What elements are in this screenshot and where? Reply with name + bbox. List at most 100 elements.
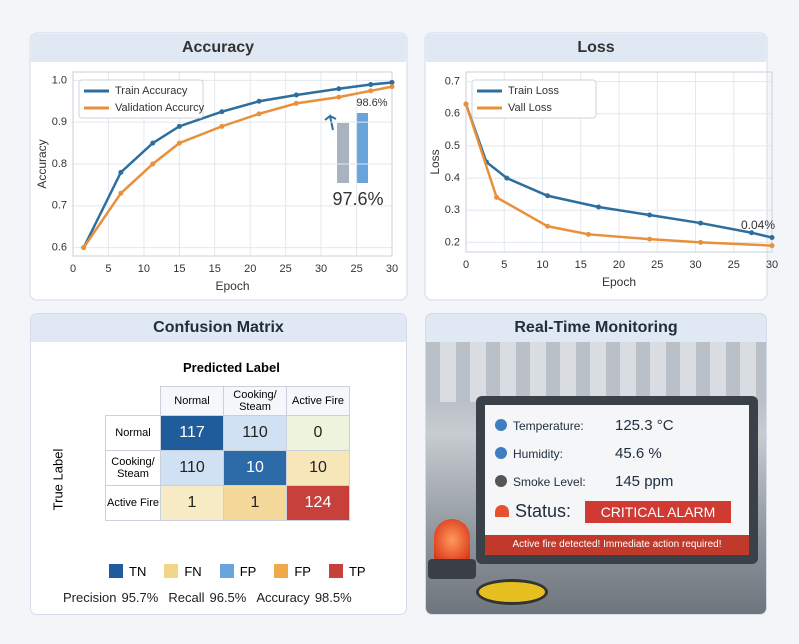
point xyxy=(596,205,601,210)
point xyxy=(118,170,123,175)
y-tick-label: 0.5 xyxy=(445,140,460,152)
y-tick-label: 0.6 xyxy=(52,242,67,254)
legend-label: Validation Accurcy xyxy=(115,102,205,114)
y-tick-label: 0.7 xyxy=(52,200,67,212)
beacon-base xyxy=(428,559,476,579)
column-header: Cooking/ Steam xyxy=(224,387,287,416)
reading-label: Humidity: xyxy=(513,447,563,461)
point xyxy=(698,221,703,226)
metric-label: Accuracy xyxy=(256,590,309,605)
x-tick-label: 20 xyxy=(613,259,625,271)
reading: Humidity:45.6 % xyxy=(513,447,563,461)
x-tick-label: 25 xyxy=(280,263,292,275)
annotation: 98.6% xyxy=(356,97,387,109)
panel-title: Confusion Matrix xyxy=(31,314,406,342)
icon xyxy=(495,419,507,431)
x-tick-label: 25 xyxy=(728,259,740,271)
cell: 110 xyxy=(224,416,287,451)
x-tick-label: 30 xyxy=(315,263,327,275)
dashboard: Accuracy0.60.70.80.91.005101515202530253… xyxy=(0,0,799,644)
point xyxy=(770,235,775,240)
monitor: Temperature:125.3 °C Humidity:45.6 % Smo… xyxy=(476,396,758,564)
corner xyxy=(106,387,161,416)
point xyxy=(257,99,262,104)
y-label: True Label xyxy=(50,449,65,511)
point xyxy=(257,111,262,116)
reading-label: Temperature: xyxy=(513,419,584,433)
x-tick-label: 5 xyxy=(105,263,111,275)
x-tick-label: 0 xyxy=(70,263,76,275)
point xyxy=(545,193,550,198)
y-tick-label: 0.4 xyxy=(445,172,460,184)
cell: 110 xyxy=(161,451,224,486)
point xyxy=(368,82,373,87)
point xyxy=(586,232,591,237)
cell: 117 xyxy=(161,416,224,451)
x-axis-label: Epoch xyxy=(602,275,636,289)
x-axis-label: Epoch xyxy=(215,279,249,293)
y-axis-label: Loss xyxy=(428,149,442,174)
reading-value: 125.3 °C xyxy=(615,417,674,434)
icon xyxy=(495,447,507,459)
matrix-row: Active Fire11124 xyxy=(106,486,350,521)
legend-swatch xyxy=(109,564,123,578)
point xyxy=(504,176,509,181)
point xyxy=(698,240,703,245)
legend-swatch xyxy=(164,564,178,578)
point xyxy=(150,141,155,146)
metric-value: 98.5% xyxy=(315,590,352,605)
reading-value: 45.6 % xyxy=(615,445,662,462)
point xyxy=(81,245,86,250)
cell: 10 xyxy=(224,451,287,486)
cell: 0 xyxy=(287,416,350,451)
point xyxy=(177,124,182,129)
x-tick-label: 30 xyxy=(386,263,398,275)
monitoring-panel: Real-Time Monitoring Temperature: 125.3 °… xyxy=(425,313,767,615)
row-header: Cooking/ Steam xyxy=(106,451,161,486)
metric: Recall96.5% xyxy=(168,590,246,605)
y-tick-label: 0.6 xyxy=(445,108,460,120)
legend-label: FN xyxy=(184,564,201,579)
x-tick-label: 10 xyxy=(138,263,150,275)
panel-title: Real-Time Monitoring xyxy=(426,314,766,342)
point xyxy=(464,102,469,107)
matrix-row: Normal1171100 xyxy=(106,416,350,451)
metric: Precision95.7% xyxy=(63,590,158,605)
legend-item: FP xyxy=(274,564,311,579)
metric-label: Precision xyxy=(63,590,116,605)
metrics: Precision95.7% Recall96.5% Accuracy 98.5% xyxy=(63,590,352,605)
status-text: Status: xyxy=(515,501,571,521)
legend-label: TP xyxy=(349,564,366,579)
point xyxy=(177,141,182,146)
annotation: 0.04% xyxy=(741,218,775,232)
y-tick-label: 0.3 xyxy=(445,204,460,216)
x-label: Predicted Label xyxy=(183,360,280,375)
x-tick-label: 15 xyxy=(173,263,185,275)
point xyxy=(118,191,123,196)
legend-label: FP xyxy=(294,564,311,579)
factory-background xyxy=(426,342,767,402)
annotation: 97.6% xyxy=(332,189,383,209)
point xyxy=(545,224,550,229)
alarm-icon xyxy=(495,505,509,517)
chart-title: Loss xyxy=(577,39,614,56)
matrix-row: Cooking/ Steam1101010 xyxy=(106,451,350,486)
point xyxy=(294,93,299,98)
x-tick-label: 25 xyxy=(651,259,663,271)
y-tick-label: 0.7 xyxy=(445,76,460,88)
status-label: Status: xyxy=(495,501,571,522)
legend-item: FP xyxy=(220,564,257,579)
y-tick-label: 0.2 xyxy=(445,236,460,248)
icon xyxy=(495,475,507,487)
screen: Temperature:125.3 °C Humidity:45.6 % Smo… xyxy=(485,405,749,555)
cell: 1 xyxy=(224,486,287,521)
inset-bar xyxy=(356,113,368,183)
y-tick-label: 1.0 xyxy=(52,74,67,86)
row-header: Normal xyxy=(106,416,161,451)
x-tick-label: 5 xyxy=(501,259,507,271)
point xyxy=(390,84,395,89)
row-header: Active Fire xyxy=(106,486,161,521)
status: CRITICAL ALARM xyxy=(585,501,731,523)
point xyxy=(336,95,341,100)
metric-value: 96.5% xyxy=(209,590,246,605)
